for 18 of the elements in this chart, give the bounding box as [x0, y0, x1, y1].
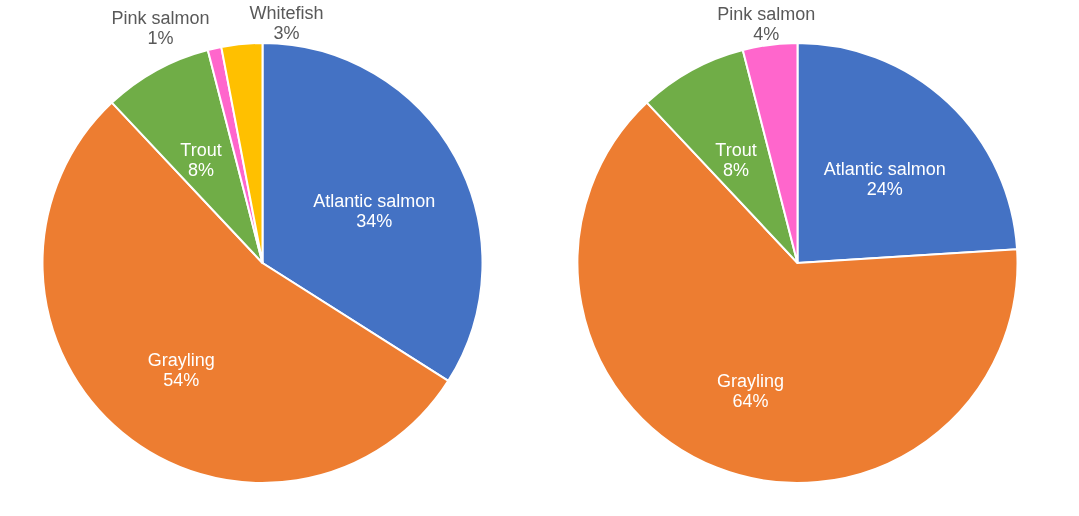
data-label: 34%	[356, 210, 393, 231]
slice-label: Grayling	[717, 370, 785, 391]
slice-label: Whitefish	[249, 3, 324, 24]
data-label: 8%	[188, 160, 215, 181]
data-label: 8%	[723, 160, 750, 181]
slice-label: Grayling	[147, 350, 215, 371]
data-label: 54%	[163, 370, 200, 391]
slice-label: Atlantic salmon	[313, 190, 436, 211]
data-label: 64%	[732, 390, 769, 411]
data-label: 3%	[273, 23, 300, 44]
data-label: 24%	[866, 178, 903, 199]
data-label: 1%	[147, 28, 174, 49]
slice-label: Trout	[180, 140, 222, 161]
slice-label: Pink salmon	[111, 8, 210, 29]
data-label: 4%	[753, 23, 780, 44]
slice-label: Atlantic salmon	[823, 158, 946, 179]
slice-label: Trout	[715, 140, 757, 161]
slice-label: Pink salmon	[717, 3, 816, 24]
